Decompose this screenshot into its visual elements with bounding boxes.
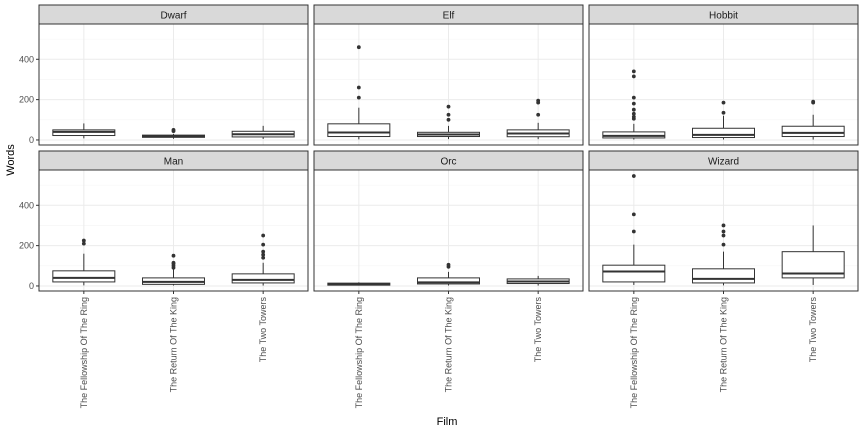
facet-panel: Orc The Fellowship Of The Ring The Return …: [313, 150, 584, 408]
outlier-point: [446, 104, 451, 109]
panel-border: [38, 23, 309, 146]
y-tick-label: 400: [19, 200, 34, 210]
outlier-point: [171, 260, 176, 265]
outlier-point: [631, 101, 636, 106]
outlier-point: [631, 69, 636, 74]
outlier-point: [81, 241, 86, 246]
x-tick-label: The Two Towers: [258, 297, 268, 363]
box-iqr: [52, 270, 116, 283]
outlier-point: [631, 229, 636, 234]
panel-border: [588, 23, 859, 146]
outlier-point: [721, 233, 726, 238]
outlier-point: [721, 223, 726, 228]
boxplot-group: [231, 233, 295, 286]
boxplot-group: [602, 69, 666, 140]
boxplot-group: [781, 225, 845, 285]
outlier-point: [356, 45, 361, 50]
facet-label: Hobbit: [709, 11, 738, 22]
outlier-point: [171, 127, 176, 132]
y-tick-label: 0: [29, 135, 34, 145]
outlier-point: [171, 253, 176, 258]
x-tick-label: The Two Towers: [533, 297, 543, 363]
boxplot-group: [692, 223, 755, 286]
outlier-point: [356, 95, 361, 100]
outlier-point: [536, 98, 541, 103]
x-tick-label: The Return Of The King: [444, 297, 454, 392]
outlier-point: [721, 110, 726, 115]
outlier-point: [446, 262, 451, 267]
boxplot-group: [692, 100, 755, 140]
x-tick-label: The Return Of The King: [719, 297, 729, 392]
x-tick-label: The Two Towers: [808, 297, 818, 363]
outlier-point: [81, 238, 86, 243]
boxplot-group: [142, 253, 205, 286]
outlier-point: [631, 114, 636, 119]
box-iqr: [327, 123, 391, 138]
y-tick-label: 400: [19, 54, 34, 64]
box-iqr: [692, 268, 755, 284]
facet-panel: Hobbit: [588, 4, 859, 146]
facet-label: Orc: [440, 157, 456, 168]
x-tick-label: The Return Of The King: [169, 297, 179, 392]
outlier-point: [631, 95, 636, 100]
outlier-point: [261, 233, 266, 238]
boxplot-group: [52, 123, 116, 139]
box-iqr: [231, 273, 295, 284]
x-axis-title: Film: [437, 416, 458, 428]
y-axis-title: Words: [5, 144, 17, 176]
box-iqr: [602, 131, 666, 139]
boxplot-group: [602, 174, 666, 285]
x-tick-label: The Fellowship Of The Ring: [354, 297, 364, 408]
boxplot-group: [417, 104, 480, 140]
facet-label: Elf: [443, 11, 455, 22]
box-iqr: [692, 127, 755, 139]
boxplot-group: [142, 127, 205, 139]
outlier-point: [536, 112, 541, 117]
boxplot-group: [506, 275, 570, 286]
outlier-point: [631, 174, 636, 178]
outlier-point: [356, 85, 361, 90]
box-iqr: [781, 125, 845, 138]
outlier-point: [721, 242, 726, 247]
outlier-point: [261, 252, 266, 257]
outlier-point: [261, 249, 266, 254]
facet-label: Wizard: [708, 157, 739, 168]
facet-label: Dwarf: [160, 11, 186, 22]
panel-border: [313, 23, 584, 146]
outlier-point: [631, 212, 636, 217]
facet-panel: Dwarf 0 200 400: [19, 4, 309, 146]
boxplot-group: [231, 125, 295, 139]
outlier-point: [261, 242, 266, 247]
box-iqr: [417, 277, 480, 285]
y-tick-label: 0: [29, 281, 34, 291]
y-tick-label: 200: [19, 95, 34, 105]
outlier-point: [631, 111, 636, 116]
boxplot-group: [506, 98, 570, 140]
boxplot-group: [781, 99, 845, 140]
outlier-point: [631, 107, 636, 112]
outlier-point: [721, 229, 726, 234]
boxplot-group: [52, 238, 116, 286]
x-tick-label: The Fellowship Of The Ring: [629, 297, 639, 408]
outlier-point: [446, 117, 451, 122]
panels-layer: Dwarf 0 200 400 Elf Hobbit Man 0 200 400 The Fello…: [19, 4, 859, 408]
facet-panel: Man 0 200 400 The Fellowship Of The Ring The …: [19, 150, 309, 408]
outlier-point: [446, 112, 451, 117]
boxplot-group: [327, 282, 391, 286]
boxplot-group: [417, 262, 480, 286]
outlier-point: [721, 100, 726, 105]
boxplot-group: [327, 45, 391, 140]
facet-label: Man: [164, 157, 183, 168]
outlier-point: [261, 255, 266, 260]
box-iqr: [602, 264, 666, 283]
y-tick-label: 200: [19, 241, 34, 251]
outlier-point: [631, 74, 636, 79]
facet-panel: Wizard The Fellowship Of The Ring The Retu…: [588, 150, 859, 408]
x-tick-label: The Fellowship Of The Ring: [79, 297, 89, 408]
facet-panel: Elf: [313, 4, 584, 146]
outlier-point: [811, 99, 816, 104]
